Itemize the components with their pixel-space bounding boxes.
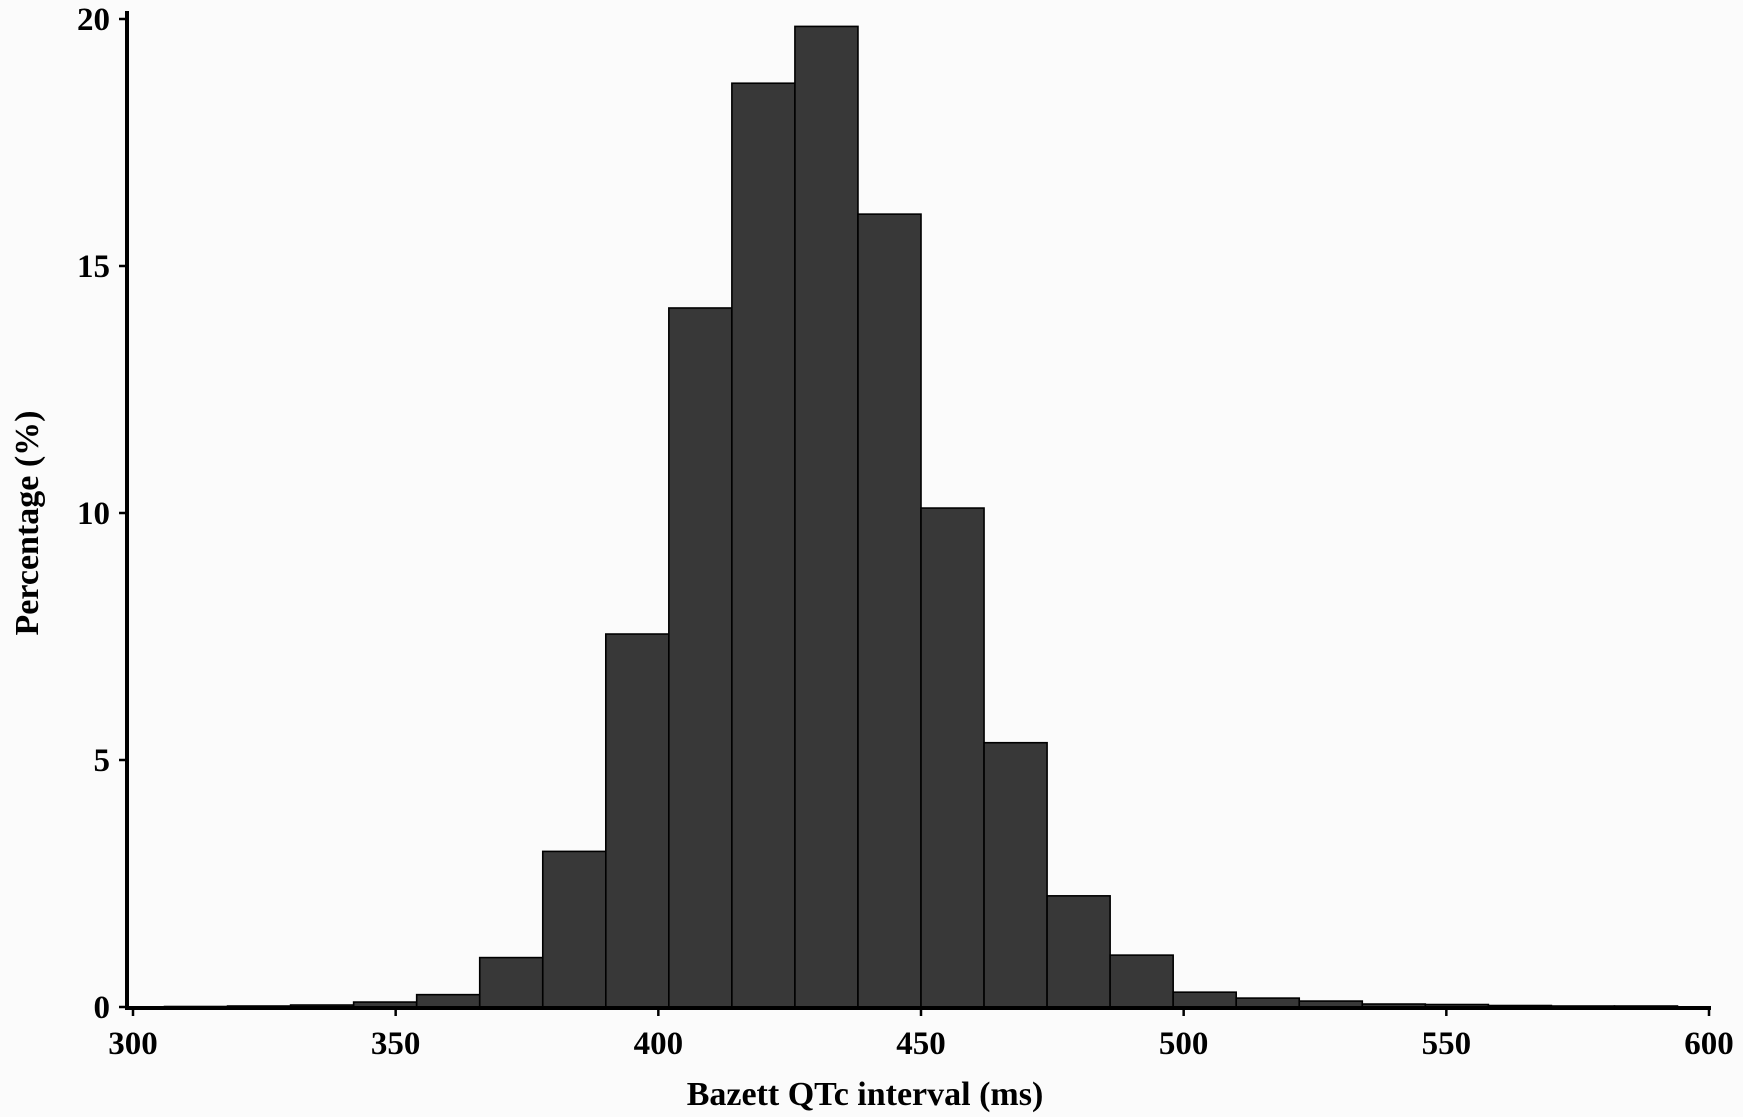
y-axis-title: Percentage (%) [9,411,46,636]
histogram-bar [983,741,1048,1008]
histogram-bar [920,507,985,1008]
y-tick-label: 15 [77,249,110,285]
histogram-bar [668,307,733,1008]
histogram-bar [541,850,607,1008]
bars-group [163,25,1679,1008]
histogram-bar [794,25,859,1008]
x-tick-label: 300 [108,1026,158,1062]
histogram-bar [731,82,796,1008]
histogram-bar [1172,991,1238,1008]
x-axis-title: Bazett QTc interval (ms) [687,1076,1044,1113]
x-tick-label: 500 [1159,1026,1209,1062]
y-tick-label: 0 [94,990,111,1026]
x-tick-label: 550 [1422,1026,1472,1062]
x-tick-label: 400 [634,1026,684,1062]
histogram-bar [1046,895,1111,1008]
y-tick-label: 5 [94,743,111,779]
histogram-bar [604,633,670,1008]
histogram-bar [1235,997,1301,1008]
y-tick-label: 20 [77,2,110,38]
x-tick-label: 600 [1684,1026,1734,1062]
x-tick-label: 350 [371,1026,421,1062]
x-axis: 300 350 400 450 500 550 600 [108,1006,1734,1062]
x-tick-label: 450 [896,1026,946,1062]
histogram-bar [1109,954,1174,1008]
histogram-bar [415,993,481,1008]
y-tick-label: 10 [77,496,110,532]
histogram-bar [478,956,544,1008]
histogram-bar [857,213,922,1008]
y-axis: 0 5 10 15 20 [77,2,129,1026]
